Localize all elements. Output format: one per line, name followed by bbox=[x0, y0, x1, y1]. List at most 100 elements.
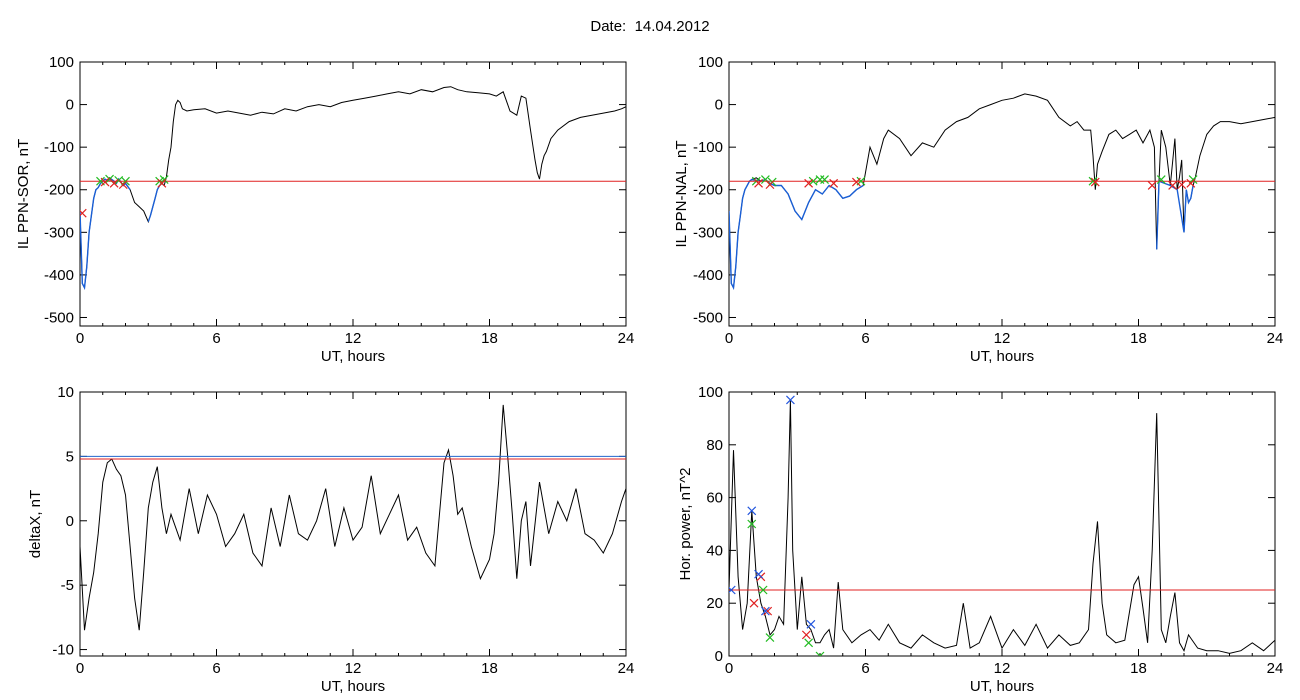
x-axis-label: UT, hours bbox=[970, 678, 1034, 695]
series-line bbox=[80, 404, 626, 631]
x-tick-label: 24 bbox=[618, 330, 635, 347]
y-tick-label: 100 bbox=[698, 384, 723, 401]
y-tick-label: -5 bbox=[61, 577, 74, 594]
plot-area bbox=[729, 395, 1275, 656]
y-tick-label: 100 bbox=[49, 54, 74, 71]
x-tick-label: 12 bbox=[345, 330, 362, 347]
chart-panel-power: 0 6 12 18 24 0 20 40 60 80 100 UT, hours Hor. power,… bbox=[677, 384, 1283, 695]
series-line bbox=[80, 86, 626, 290]
y-tick-label: 5 bbox=[66, 448, 74, 465]
plot-frame bbox=[79, 61, 627, 327]
marker-green bbox=[1088, 176, 1098, 186]
marker-green bbox=[765, 633, 775, 642]
y-tick-label: -10 bbox=[52, 642, 74, 659]
x-tick-label: 18 bbox=[1130, 660, 1147, 677]
marker-red bbox=[765, 180, 775, 190]
series-line bbox=[729, 399, 1275, 654]
marker-green bbox=[1156, 175, 1166, 184]
y-tick-label: -400 bbox=[693, 267, 723, 284]
date-value: 14.04.2012 bbox=[634, 18, 710, 35]
marker-green bbox=[815, 175, 825, 184]
y-axis-label: Hor. power, nT^2 bbox=[677, 468, 694, 581]
y-tick-label: 0 bbox=[66, 97, 74, 114]
highlight-segment bbox=[147, 182, 165, 222]
x-tick-label: 0 bbox=[725, 660, 733, 677]
marker-blue bbox=[747, 506, 757, 516]
x-tick-label: 0 bbox=[76, 660, 84, 677]
y-tick-label: -500 bbox=[693, 309, 723, 326]
plot-frame bbox=[728, 61, 1276, 327]
marker-green bbox=[808, 176, 818, 186]
plot-area bbox=[80, 86, 626, 291]
marker-blue bbox=[806, 619, 816, 629]
marker-red bbox=[763, 606, 773, 616]
x-tick-label: 6 bbox=[861, 660, 869, 677]
y-tick-label: 60 bbox=[706, 490, 723, 507]
x-tick-label: 18 bbox=[1130, 330, 1147, 347]
y-axis-label: IL PPN-NAL, nT bbox=[673, 141, 690, 248]
x-tick-label: 18 bbox=[481, 660, 498, 677]
x-axis-label: UT, hours bbox=[970, 348, 1034, 365]
marker-red bbox=[801, 630, 811, 640]
marker-red bbox=[804, 178, 814, 188]
marker-green bbox=[758, 585, 768, 595]
y-axis-label: deltaX, nT bbox=[27, 490, 44, 558]
y-tick-label: 20 bbox=[706, 595, 723, 612]
x-tick-label: 12 bbox=[345, 660, 362, 677]
x-tick-label: 0 bbox=[76, 330, 84, 347]
highlight-segment bbox=[729, 178, 864, 291]
y-tick-label: 80 bbox=[706, 437, 723, 454]
marker-red bbox=[754, 178, 763, 188]
y-tick-label: -500 bbox=[44, 309, 74, 326]
marker-green bbox=[804, 638, 814, 648]
plot-frame bbox=[79, 391, 627, 657]
figure-title: Date: 14.04.2012 bbox=[0, 18, 1300, 35]
y-tick-label: 100 bbox=[698, 54, 723, 71]
x-tick-label: 6 bbox=[861, 330, 869, 347]
y-tick-label: 0 bbox=[715, 97, 723, 114]
marker-blue bbox=[729, 585, 736, 595]
marker-red bbox=[109, 178, 119, 188]
highlight-segment bbox=[1156, 180, 1194, 250]
x-axis-label: UT, hours bbox=[321, 348, 385, 365]
y-tick-label: -100 bbox=[693, 139, 723, 156]
marker-red bbox=[1177, 180, 1187, 190]
marker-red bbox=[100, 177, 110, 187]
y-tick-label: 0 bbox=[715, 648, 723, 665]
x-tick-label: 12 bbox=[994, 660, 1011, 677]
x-tick-label: 0 bbox=[725, 330, 733, 347]
marker-blue bbox=[754, 569, 763, 579]
plot-area bbox=[80, 404, 626, 631]
marker-red bbox=[118, 180, 128, 190]
y-tick-label: 10 bbox=[57, 384, 74, 401]
y-tick-label: -300 bbox=[693, 224, 723, 241]
x-tick-label: 24 bbox=[618, 660, 635, 677]
plot-area bbox=[729, 93, 1275, 291]
chart-panel-nal: 0 6 12 18 24 -500 -400 -300 -200 -100 0 100 UT, hour… bbox=[673, 54, 1283, 365]
x-tick-label: 18 bbox=[481, 330, 498, 347]
marker-red bbox=[1147, 181, 1157, 190]
highlight-segment bbox=[80, 177, 131, 291]
date-label: Date: bbox=[590, 18, 627, 35]
plot-frame bbox=[728, 391, 1276, 657]
y-tick-label: 0 bbox=[66, 513, 74, 530]
series-line bbox=[729, 93, 1275, 290]
marker-blue bbox=[760, 606, 770, 616]
marker-green bbox=[815, 651, 825, 656]
x-tick-label: 6 bbox=[212, 330, 220, 347]
x-tick-label: 24 bbox=[1267, 330, 1284, 347]
marker-red bbox=[1090, 177, 1100, 187]
marker-red bbox=[829, 178, 839, 188]
y-tick-label: -300 bbox=[44, 224, 74, 241]
chart-panel-sor: 0 6 12 18 24 -500 -400 -300 -200 -100 0 100 UT, hour… bbox=[15, 54, 634, 365]
marker-red bbox=[80, 208, 87, 218]
marker-red bbox=[851, 177, 861, 187]
y-tick-label: -200 bbox=[693, 182, 723, 199]
marker-red bbox=[157, 178, 167, 188]
marker-blue bbox=[786, 395, 795, 405]
y-tick-label: -100 bbox=[44, 139, 74, 156]
x-axis-label: UT, hours bbox=[321, 678, 385, 695]
marker-green bbox=[820, 175, 829, 184]
x-tick-label: 6 bbox=[212, 660, 220, 677]
